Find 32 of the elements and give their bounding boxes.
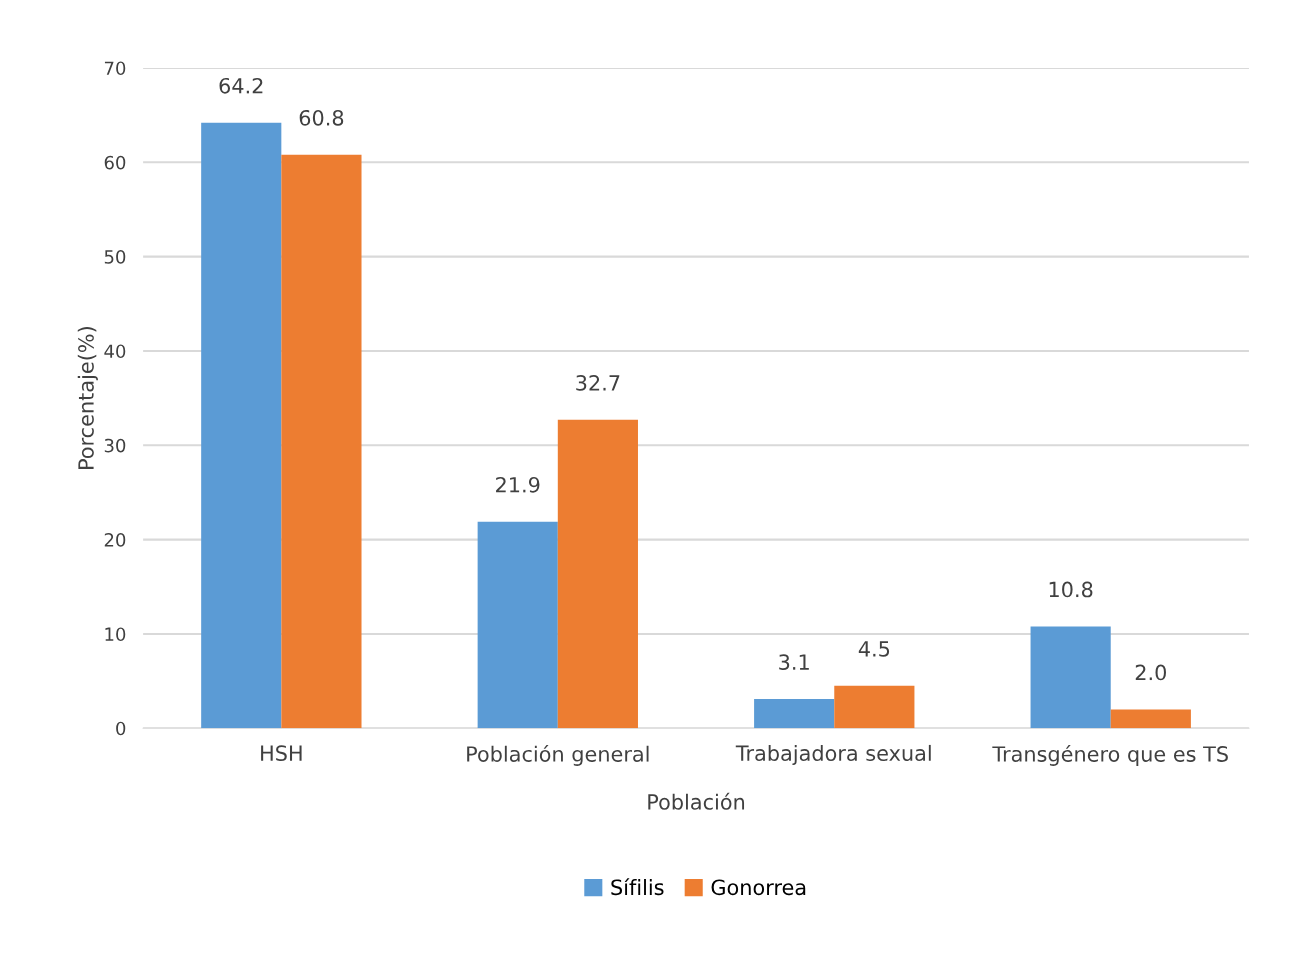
x-tick-label: Trabajadora sexual — [735, 744, 931, 766]
y-tick-label: 70 — [104, 61, 126, 76]
legend-label: Gonorrea — [711, 879, 806, 896]
y-tick-label: 10 — [105, 627, 126, 642]
bar — [281, 154, 362, 729]
y-tick-label: 0 — [116, 721, 126, 736]
x-tick-label: Transgénero que es TS — [992, 744, 1228, 766]
x-tick-label: Población general — [467, 744, 649, 766]
bar — [1110, 709, 1191, 729]
x-tick-label: HSH — [261, 745, 302, 762]
data-label: 4.5 — [858, 641, 890, 657]
data-label: 32.7 — [576, 375, 620, 391]
data-label: 21.9 — [496, 476, 540, 493]
y-tick-label: 50 — [104, 250, 126, 264]
data-label: 3.1 — [779, 654, 809, 670]
bar — [1030, 626, 1111, 729]
y-tick-label: 20 — [104, 533, 126, 547]
y-tick-label: 30 — [104, 438, 126, 453]
data-label: 10.8 — [1049, 581, 1093, 598]
legend-label: Sífilis — [611, 878, 664, 896]
y-tick-label: 60 — [104, 155, 126, 170]
bar — [201, 122, 282, 729]
bar — [477, 521, 558, 729]
y-tick-label: 40 — [104, 344, 126, 359]
bar — [834, 685, 915, 729]
data-label: 2.0 — [1135, 664, 1166, 681]
y-axis-title: Porcentaje(%) — [77, 327, 98, 469]
x-axis-title: Población — [648, 792, 745, 810]
data-label: 64.2 — [219, 77, 263, 94]
bar — [754, 699, 835, 729]
bar — [557, 419, 638, 729]
data-label: 60.8 — [299, 109, 344, 126]
